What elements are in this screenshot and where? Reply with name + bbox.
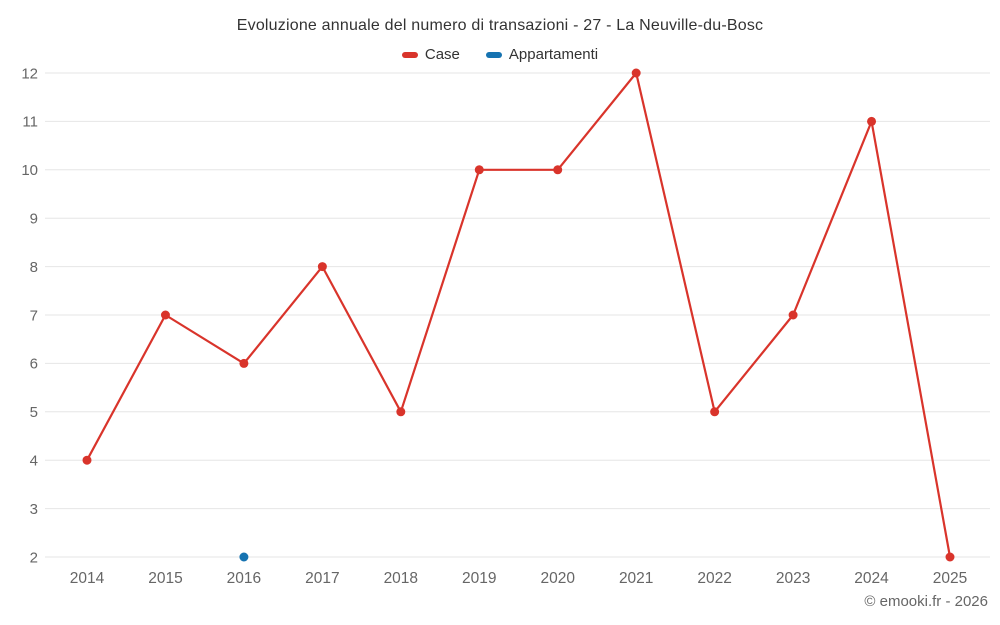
x-axis-label: 2014 [70, 570, 105, 587]
x-axis-label: 2024 [854, 570, 889, 587]
data-point-appartamenti [239, 552, 249, 562]
legend-swatch [401, 51, 418, 58]
y-axis-label: 2 [30, 549, 38, 566]
data-point-case [945, 552, 955, 562]
y-axis-label: 12 [21, 65, 38, 82]
data-point-case [788, 310, 798, 320]
y-axis-label: 11 [22, 114, 38, 131]
y-axis-label: 10 [21, 162, 38, 179]
x-axis-label: 2019 [462, 570, 496, 587]
legend-item-case[interactable]: Case [401, 46, 460, 63]
legend: Case Appartamenti [0, 46, 1000, 63]
data-point-case [710, 407, 720, 417]
data-point-case [631, 68, 641, 78]
x-axis-label: 2016 [227, 570, 261, 587]
x-axis-label: 2015 [148, 570, 182, 587]
x-axis-label: 2021 [619, 570, 653, 587]
x-axis-label: 2017 [305, 570, 339, 587]
data-point-case [396, 407, 406, 417]
data-point-case [239, 358, 249, 368]
y-axis-label: 9 [30, 210, 38, 227]
y-axis-label: 3 [30, 501, 38, 518]
data-point-case [867, 116, 877, 126]
x-axis-label: 2025 [933, 570, 967, 587]
credit-text: © emooki.fr - 2026 [864, 593, 988, 610]
chart-title: Evoluzione annuale del numero di transaz… [236, 17, 764, 34]
x-axis-label: 2022 [697, 570, 731, 587]
legend-swatch [485, 51, 502, 58]
x-axis-label: 2020 [540, 570, 575, 587]
y-axis-label: 5 [30, 404, 38, 421]
data-point-case [553, 165, 563, 175]
legend-label: Case [424, 46, 460, 63]
x-axis-label: 2023 [776, 570, 810, 587]
legend-label: Appartamenti [508, 46, 599, 63]
data-point-case [317, 262, 327, 272]
data-point-case [474, 165, 484, 175]
data-point-case [160, 310, 170, 320]
legend-item-appartamenti[interactable]: Appartamenti [485, 46, 599, 63]
y-axis-label: 7 [30, 307, 38, 324]
x-axis-label: 2018 [384, 570, 418, 587]
y-axis-label: 6 [30, 356, 38, 373]
series-line-case [85, 71, 952, 559]
y-axis-label: 8 [30, 259, 38, 276]
y-axis-label: 4 [30, 452, 38, 469]
data-point-case [82, 455, 92, 465]
